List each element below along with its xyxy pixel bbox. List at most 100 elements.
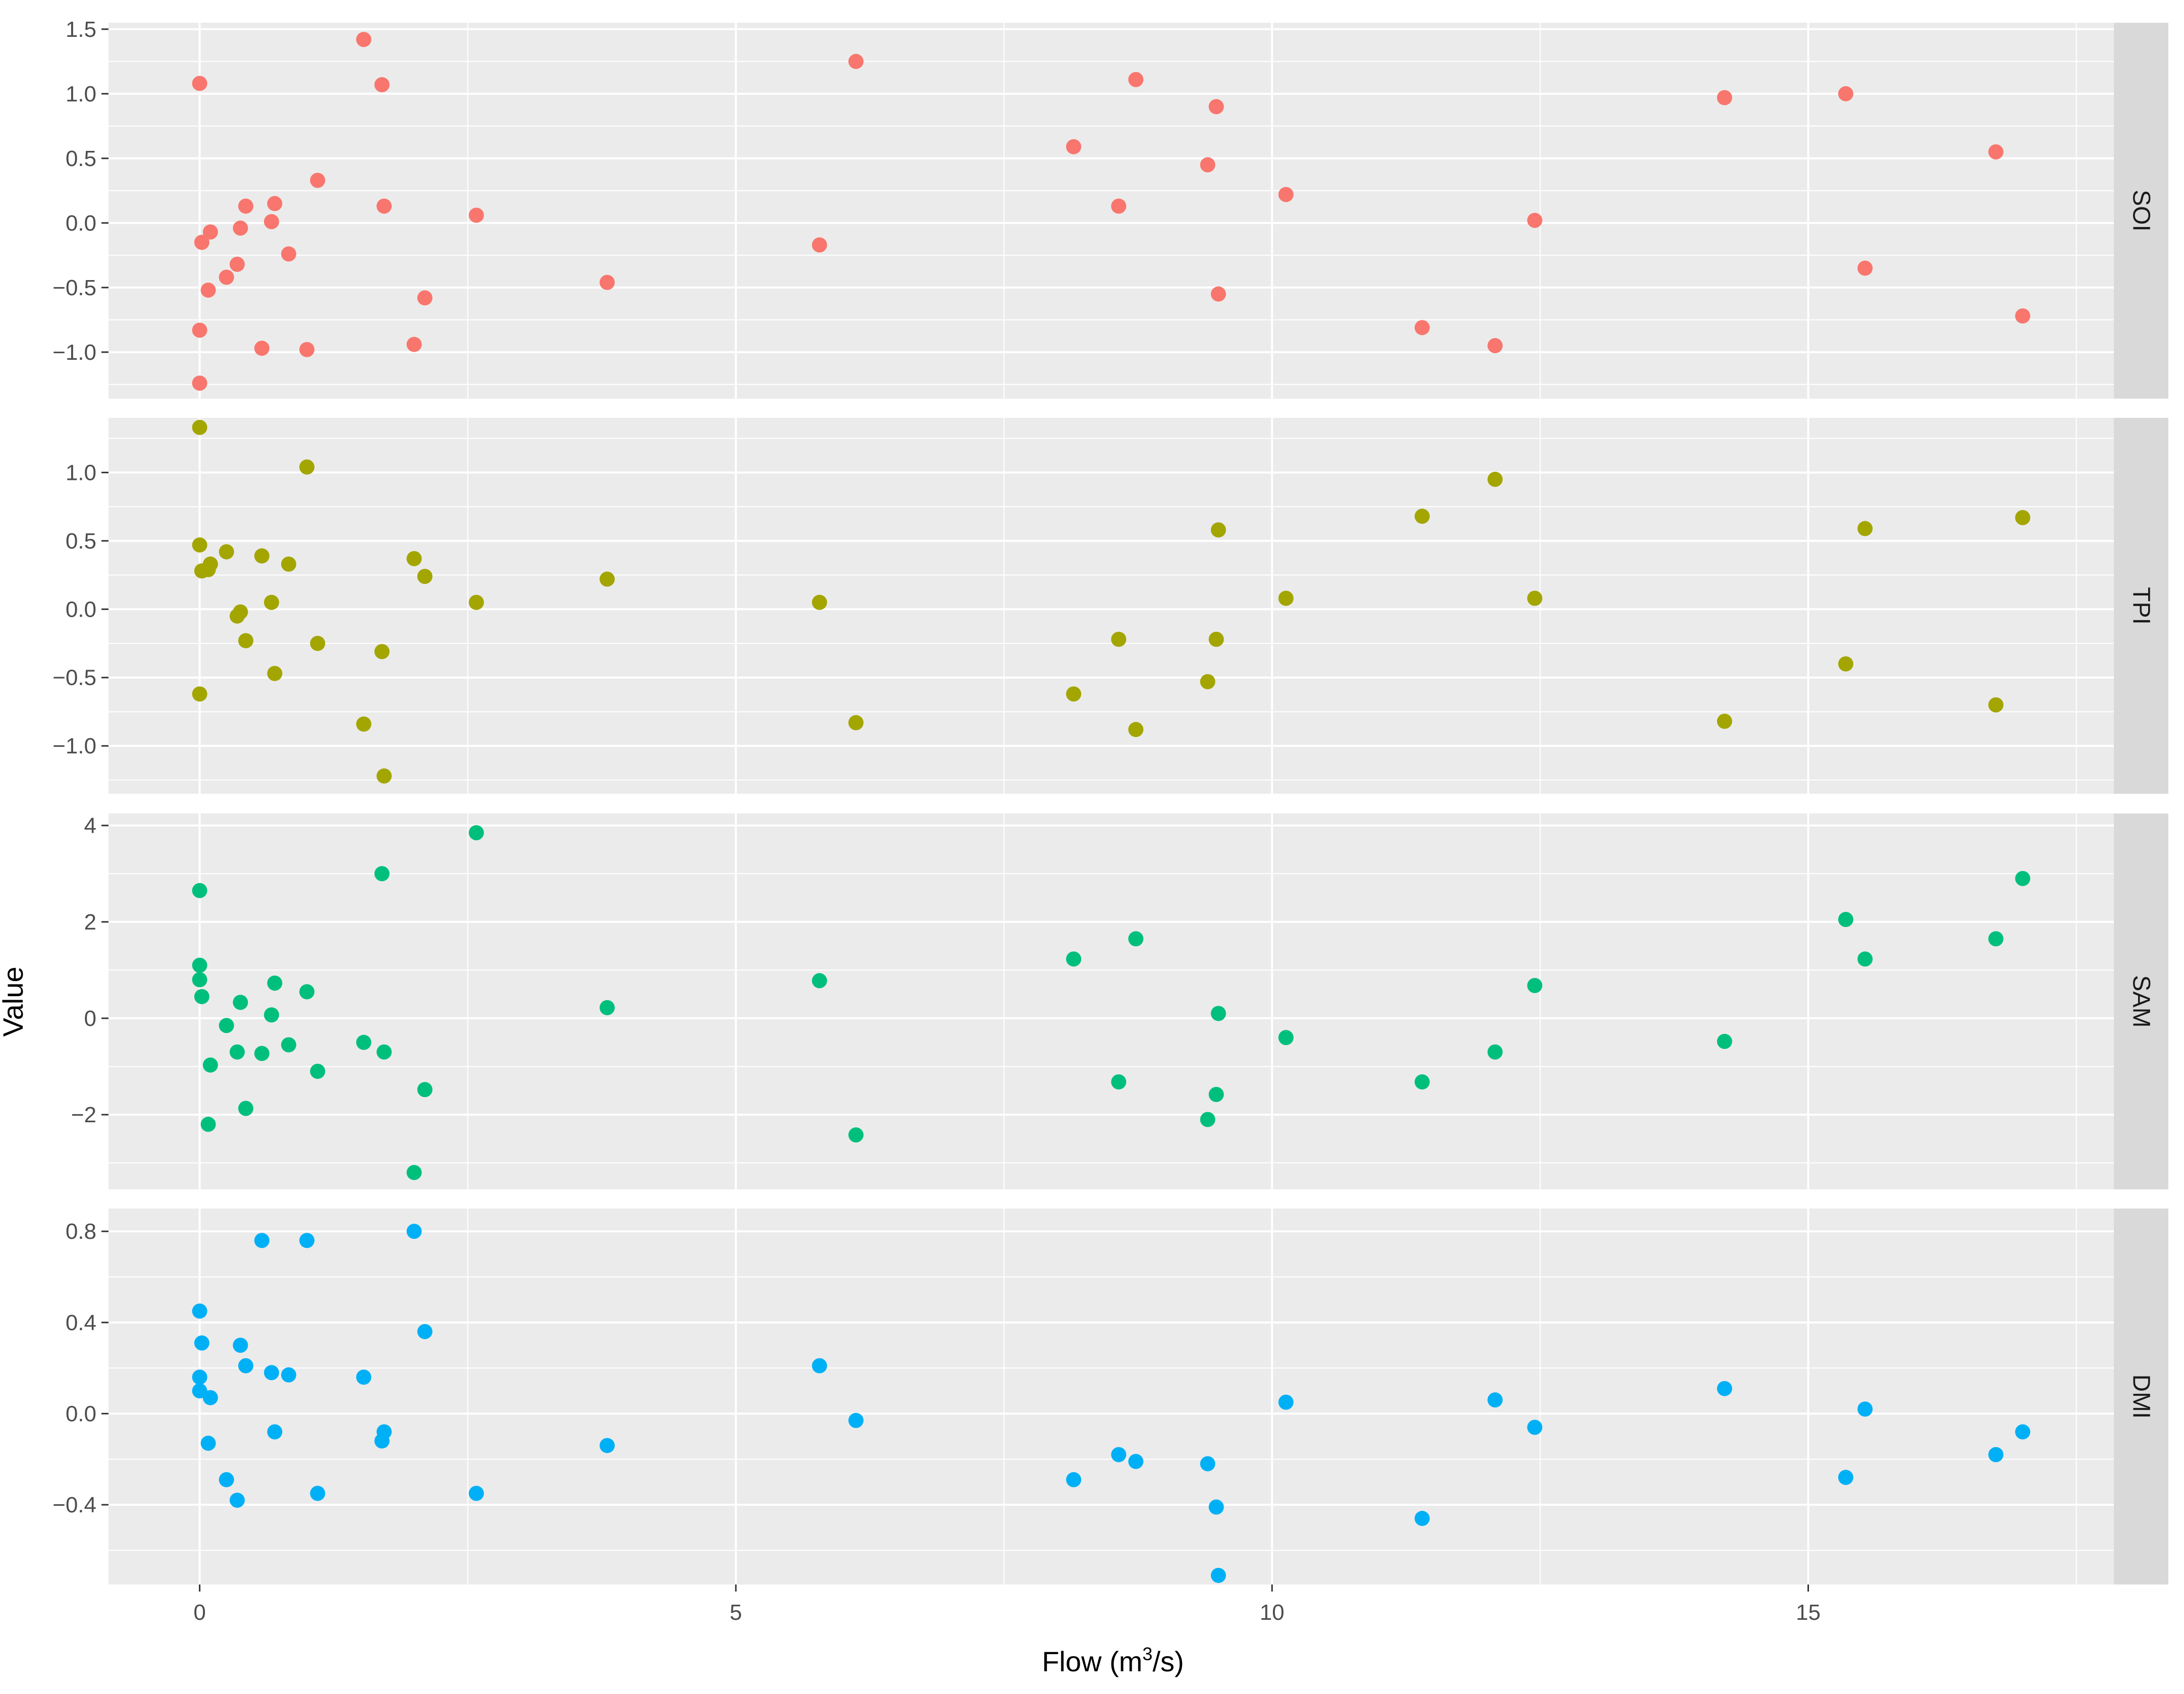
data-point: [192, 1383, 207, 1399]
data-point: [238, 1358, 253, 1374]
data-point: [1838, 1469, 1853, 1485]
data-point: [356, 716, 371, 732]
data-point: [1857, 1401, 1873, 1417]
data-point: [202, 556, 218, 572]
data-point: [281, 1367, 296, 1383]
data-point: [202, 1057, 218, 1073]
data-point: [1066, 1472, 1082, 1488]
panel-dmi: −0.4 0.0 0.4 0.8 DMI: [52, 1209, 2168, 1584]
data-point: [229, 1492, 245, 1508]
data-point: [468, 594, 484, 610]
data-point: [1210, 286, 1226, 302]
data-point: [1988, 697, 2004, 713]
y-tick-label: 2: [84, 910, 96, 935]
data-point: [599, 1000, 615, 1015]
x-tick-label: 15: [1796, 1600, 1821, 1625]
panel-background: [109, 1209, 2114, 1584]
strip-background: [2114, 23, 2168, 399]
data-point: [1717, 90, 1732, 105]
data-point: [299, 1233, 315, 1248]
data-point: [417, 1082, 433, 1098]
data-point: [1414, 1511, 1430, 1526]
x-tick-label: 0: [193, 1600, 205, 1625]
data-point: [848, 1127, 864, 1143]
data-point: [1128, 72, 1144, 87]
data-point: [254, 548, 270, 564]
panel-sam: −2 0 2 4 SAM: [71, 813, 2168, 1189]
data-point: [281, 1037, 296, 1053]
data-point: [417, 1324, 433, 1339]
data-point: [263, 214, 279, 230]
data-point: [254, 341, 270, 356]
data-point: [1200, 1112, 1215, 1127]
data-point: [219, 269, 234, 285]
data-point: [468, 1486, 484, 1501]
data-point: [1128, 1454, 1144, 1469]
data-point: [310, 173, 326, 188]
data-point: [599, 1438, 615, 1453]
data-point: [848, 53, 864, 69]
x-tick-label: 5: [730, 1600, 742, 1625]
data-point: [1487, 471, 1503, 487]
y-tick-label: −0.5: [52, 666, 96, 690]
data-point: [229, 256, 245, 272]
data-point: [267, 196, 283, 211]
y-tick-label: −1.0: [52, 340, 96, 365]
data-point: [1414, 320, 1430, 336]
data-point: [1111, 631, 1127, 647]
data-point: [1988, 144, 2004, 160]
panel-background: [109, 813, 2114, 1189]
data-point: [200, 1117, 216, 1132]
data-point: [1200, 674, 1215, 689]
strip-label: DMI: [2128, 1375, 2155, 1419]
data-point: [238, 1101, 253, 1116]
data-point: [299, 459, 315, 475]
data-point: [406, 337, 422, 352]
data-point: [233, 1337, 248, 1353]
data-point: [1857, 521, 1873, 536]
data-point: [417, 569, 433, 584]
data-point: [192, 76, 207, 91]
panel-background: [109, 23, 2114, 399]
strip-background: [2114, 813, 2168, 1189]
data-point: [406, 1224, 422, 1239]
data-point: [263, 594, 279, 610]
data-point: [202, 224, 218, 240]
data-point: [1527, 1419, 1542, 1435]
data-point: [377, 1044, 392, 1060]
x-tick-label: 10: [1260, 1600, 1285, 1625]
data-point: [377, 1424, 392, 1440]
y-tick-label: 1.0: [66, 82, 96, 106]
data-point: [812, 973, 827, 989]
data-point: [1838, 656, 1853, 672]
data-point: [1210, 1567, 1226, 1583]
data-point: [281, 556, 296, 572]
data-point: [1111, 1447, 1127, 1462]
panel-soi: −1.0 −0.5 0.0 0.5 1.0 1.5 SOI: [52, 17, 2168, 399]
data-point: [812, 1358, 827, 1374]
data-point: [1210, 522, 1226, 538]
y-tick-label: 1.0: [66, 460, 96, 485]
y-tick-label: 0.0: [66, 597, 96, 622]
data-point: [299, 342, 315, 357]
x-axis: 0 5 10 15: [193, 1584, 1821, 1625]
data-point: [406, 1165, 422, 1180]
data-point: [1717, 1033, 1732, 1049]
data-point: [238, 633, 253, 648]
data-point: [202, 1390, 218, 1405]
data-point: [1527, 212, 1542, 228]
x-axis-title-suffix: /s): [1152, 1646, 1184, 1677]
strip-label: SAM: [2128, 975, 2155, 1027]
data-point: [219, 1018, 234, 1033]
y-tick-label: −1.0: [52, 734, 96, 758]
y-tick-label: 1.5: [66, 17, 96, 42]
y-tick-label: 0.8: [66, 1219, 96, 1244]
data-point: [1208, 1086, 1224, 1102]
data-point: [377, 198, 392, 214]
data-point: [812, 594, 827, 610]
data-point: [377, 768, 392, 784]
y-tick-label: 4: [84, 813, 96, 838]
data-point: [1066, 686, 1082, 702]
data-point: [310, 1486, 326, 1501]
